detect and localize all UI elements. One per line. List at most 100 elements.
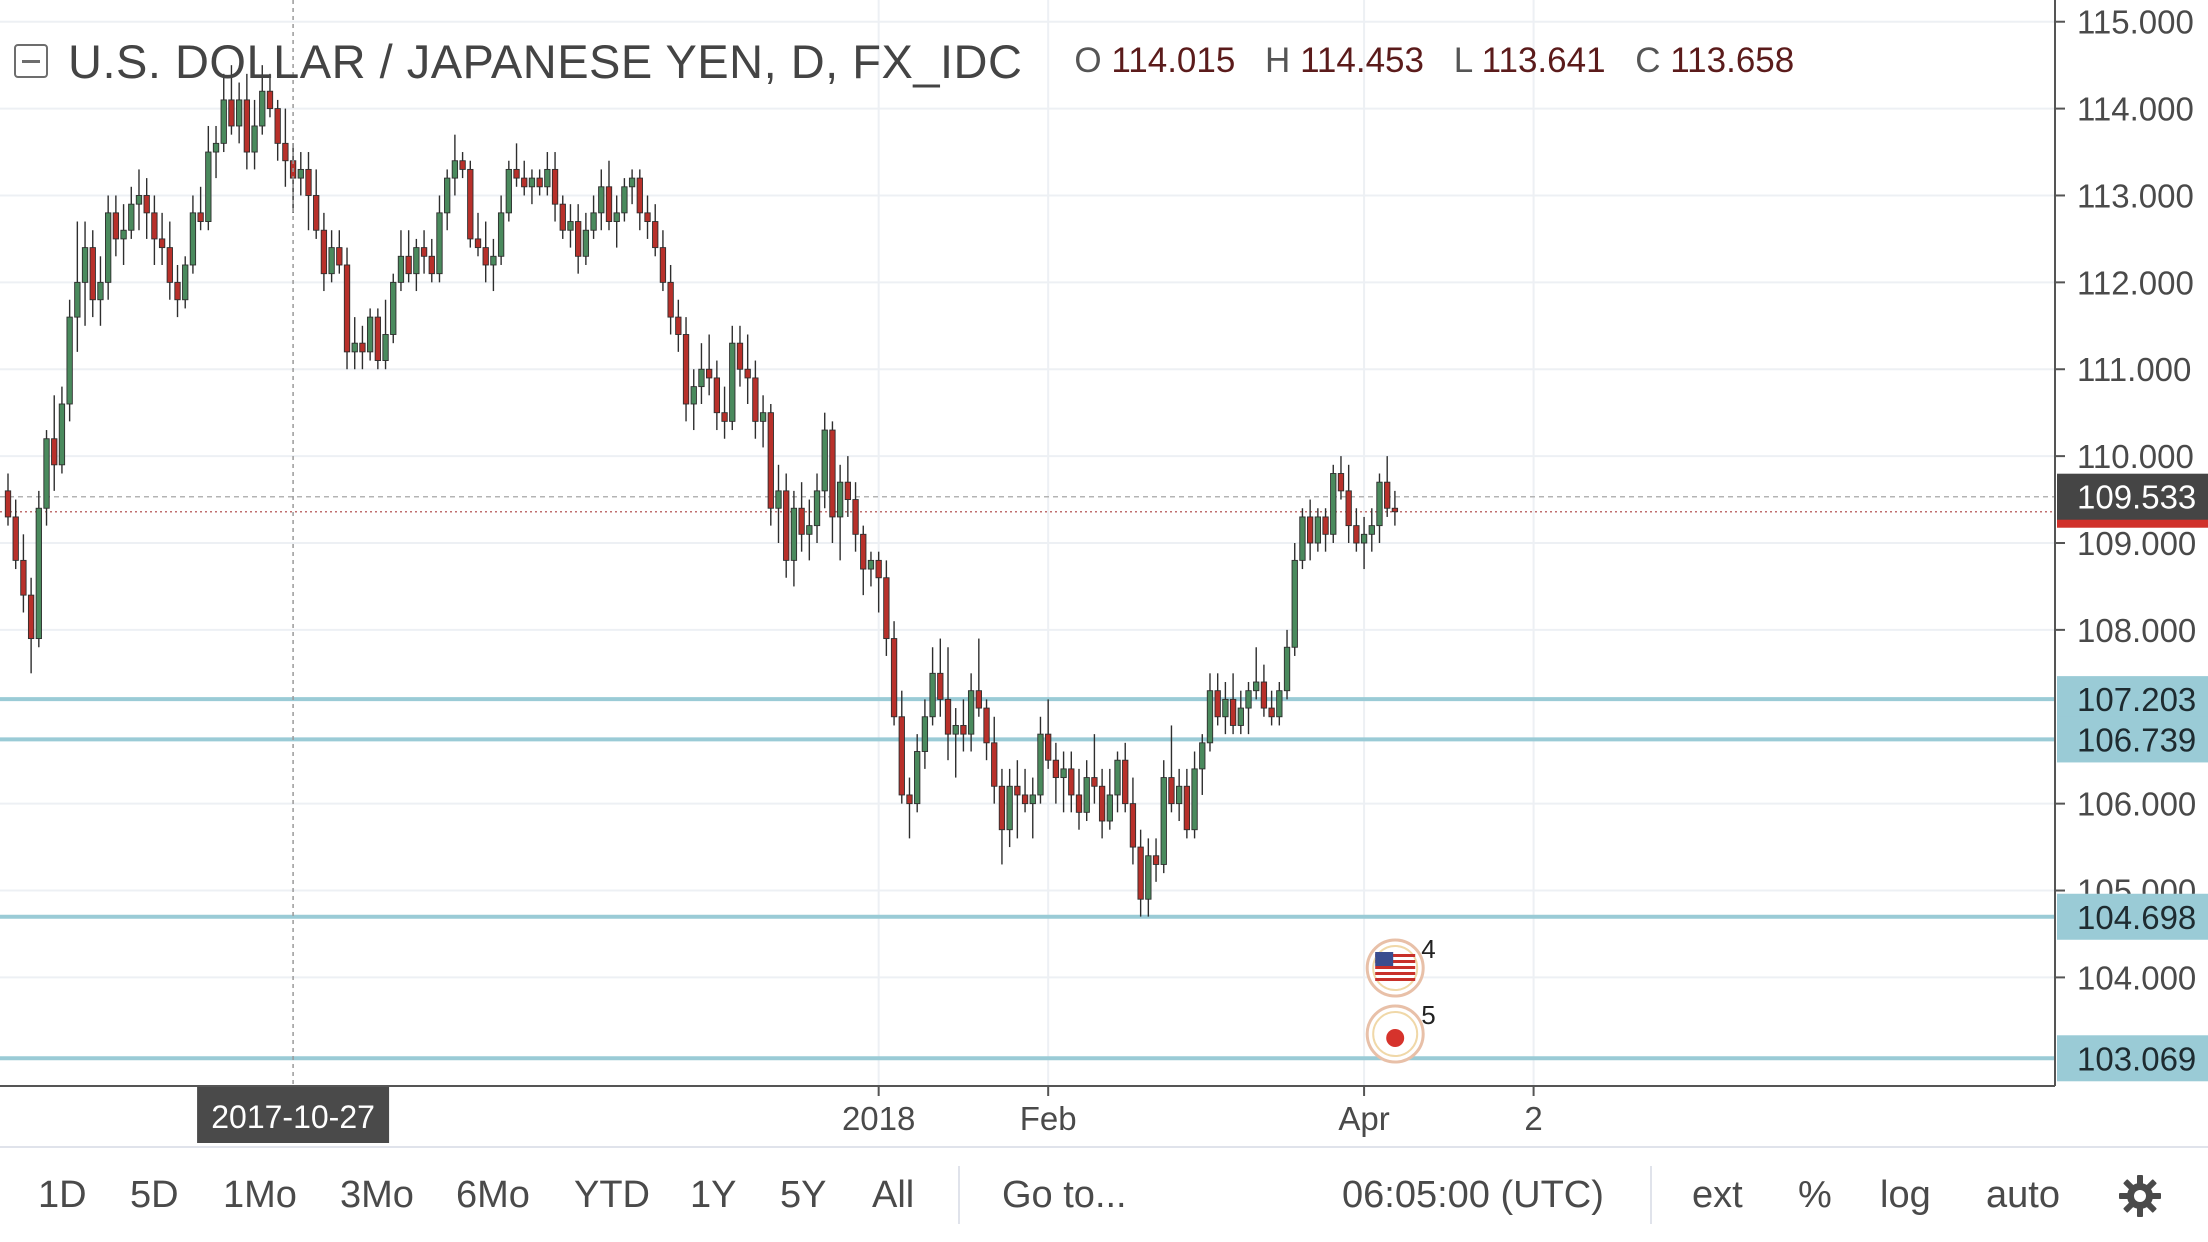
candle-up — [621, 186, 628, 214]
candle-up — [544, 168, 551, 188]
candle-up — [189, 212, 197, 266]
range-6mo-button[interactable]: 6Mo — [456, 1174, 530, 1216]
range-all-button[interactable]: All — [872, 1174, 915, 1216]
candle-up — [967, 690, 975, 735]
ext-toggle[interactable]: ext — [1692, 1174, 1743, 1216]
range-5d-button[interactable]: 5D — [130, 1174, 179, 1216]
price-axis[interactable]: 115.000 114.000 113.000 112.000 111.000 110.0… — [2054, 0, 2208, 1086]
high-label: H — [1265, 41, 1291, 80]
range-1y-button[interactable]: 1Y — [690, 1174, 737, 1216]
candle-up — [497, 212, 505, 257]
candle-down — [536, 177, 543, 188]
range-3mo-button[interactable]: 3Mo — [340, 1174, 414, 1216]
candle-down — [721, 412, 728, 422]
line-price-label-bg — [2057, 893, 2208, 940]
candle-down — [343, 264, 351, 353]
candle-up — [382, 334, 389, 362]
candle-down — [405, 255, 412, 275]
candle-up — [1245, 690, 1252, 709]
candle-down — [166, 247, 173, 283]
candle-down — [983, 707, 990, 744]
crosshair-date-label: 2017-10-27 — [211, 1099, 375, 1135]
price-chart[interactable]: 45 115.000114.000113.000112.000111.00011… — [0, 0, 2208, 1146]
symbol-title: U.S. DOLLAR / JAPANESE YEN, D, FX_IDC — [68, 34, 1023, 88]
close-value: 113.658 — [1670, 41, 1795, 80]
candle-up — [212, 142, 220, 153]
line-price-label: 106.739 — [2077, 721, 2196, 758]
candle-up — [135, 195, 143, 205]
candle-up — [366, 316, 374, 353]
open-label: O — [1074, 41, 1102, 80]
candle-up — [397, 255, 405, 283]
candle-down — [736, 342, 744, 370]
range-5y-button[interactable]: 5Y — [780, 1174, 827, 1216]
candle-up — [1299, 516, 1306, 561]
line-price-label-bg — [2057, 1035, 2208, 1082]
candle-down — [1260, 681, 1268, 709]
candle-down — [1152, 855, 1160, 865]
candle-up — [929, 672, 936, 718]
price-tick-label: 110.000 — [2077, 438, 2194, 475]
candle-up — [613, 212, 620, 222]
candle-up — [1145, 855, 1152, 900]
candle-up — [1376, 481, 1383, 527]
candle-up — [1253, 681, 1260, 692]
candle-up — [1160, 777, 1167, 865]
candle-up — [1360, 533, 1368, 544]
candle-up — [390, 281, 397, 335]
candle-down — [282, 142, 289, 162]
candle-up — [690, 386, 697, 405]
candle-down — [467, 168, 474, 240]
candle-down — [682, 334, 690, 405]
candle-down — [428, 255, 435, 275]
gear-icon[interactable] — [2118, 1174, 2162, 1218]
candle-up — [1222, 698, 1229, 718]
us-flag-stripe — [1375, 954, 1416, 957]
line-price-label: 104.698 — [2077, 899, 2196, 936]
candle-up — [128, 203, 135, 231]
candle-down — [20, 559, 27, 596]
candle-up — [251, 125, 258, 153]
candle-up — [1037, 733, 1044, 796]
candle-down — [783, 490, 790, 561]
candle-down — [1137, 846, 1144, 900]
log-toggle[interactable]: log — [1880, 1174, 1931, 1216]
price-tick-label: 115.000 — [2077, 4, 2194, 41]
candle-up — [1314, 516, 1322, 544]
range-1d-button[interactable]: 1D — [38, 1174, 87, 1216]
percent-toggle[interactable]: % — [1798, 1174, 1832, 1216]
collapse-legend-button[interactable] — [14, 44, 48, 78]
event-markers: 45 — [1365, 934, 1436, 1064]
utc-clock[interactable]: 06:05:00 (UTC) — [1342, 1174, 1604, 1216]
candle-down — [274, 108, 281, 144]
time-tick-label: Feb — [1020, 1100, 1077, 1137]
candle-down — [228, 99, 235, 127]
range-ytd-button[interactable]: YTD — [574, 1174, 650, 1216]
candle-down — [482, 247, 489, 266]
candle-up — [836, 481, 844, 518]
candle-up — [505, 168, 512, 214]
candle-down — [960, 724, 967, 735]
candle-up — [790, 507, 798, 561]
candle-up — [413, 247, 420, 275]
time-axis[interactable]: 2018 Feb Apr 2 2017-10-27 — [0, 1085, 2055, 1143]
low-label: L — [1453, 41, 1472, 80]
line-price-label: 103.069 — [2077, 1040, 2196, 1077]
current-price-label: 109.533 — [2077, 479, 2196, 516]
auto-toggle[interactable]: auto — [1986, 1174, 2060, 1216]
event-ring-inner — [1372, 945, 1419, 991]
candle-down — [559, 203, 566, 231]
candle-up — [528, 177, 536, 188]
candles — [4, 65, 1399, 917]
current-price-label-bg — [2057, 473, 2208, 520]
candle-down — [706, 368, 713, 379]
us-flag-stripe — [1375, 960, 1416, 963]
go-to-button[interactable]: Go to... — [1002, 1174, 1127, 1216]
candle-down — [112, 212, 120, 240]
range-1mo-button[interactable]: 1Mo — [223, 1174, 297, 1216]
candle-down — [713, 377, 721, 414]
candle-down — [1129, 803, 1137, 848]
time-tick-label: 2 — [1524, 1100, 1542, 1137]
price-tick-label: 111.000 — [2077, 351, 2191, 388]
candle-down — [875, 559, 882, 579]
